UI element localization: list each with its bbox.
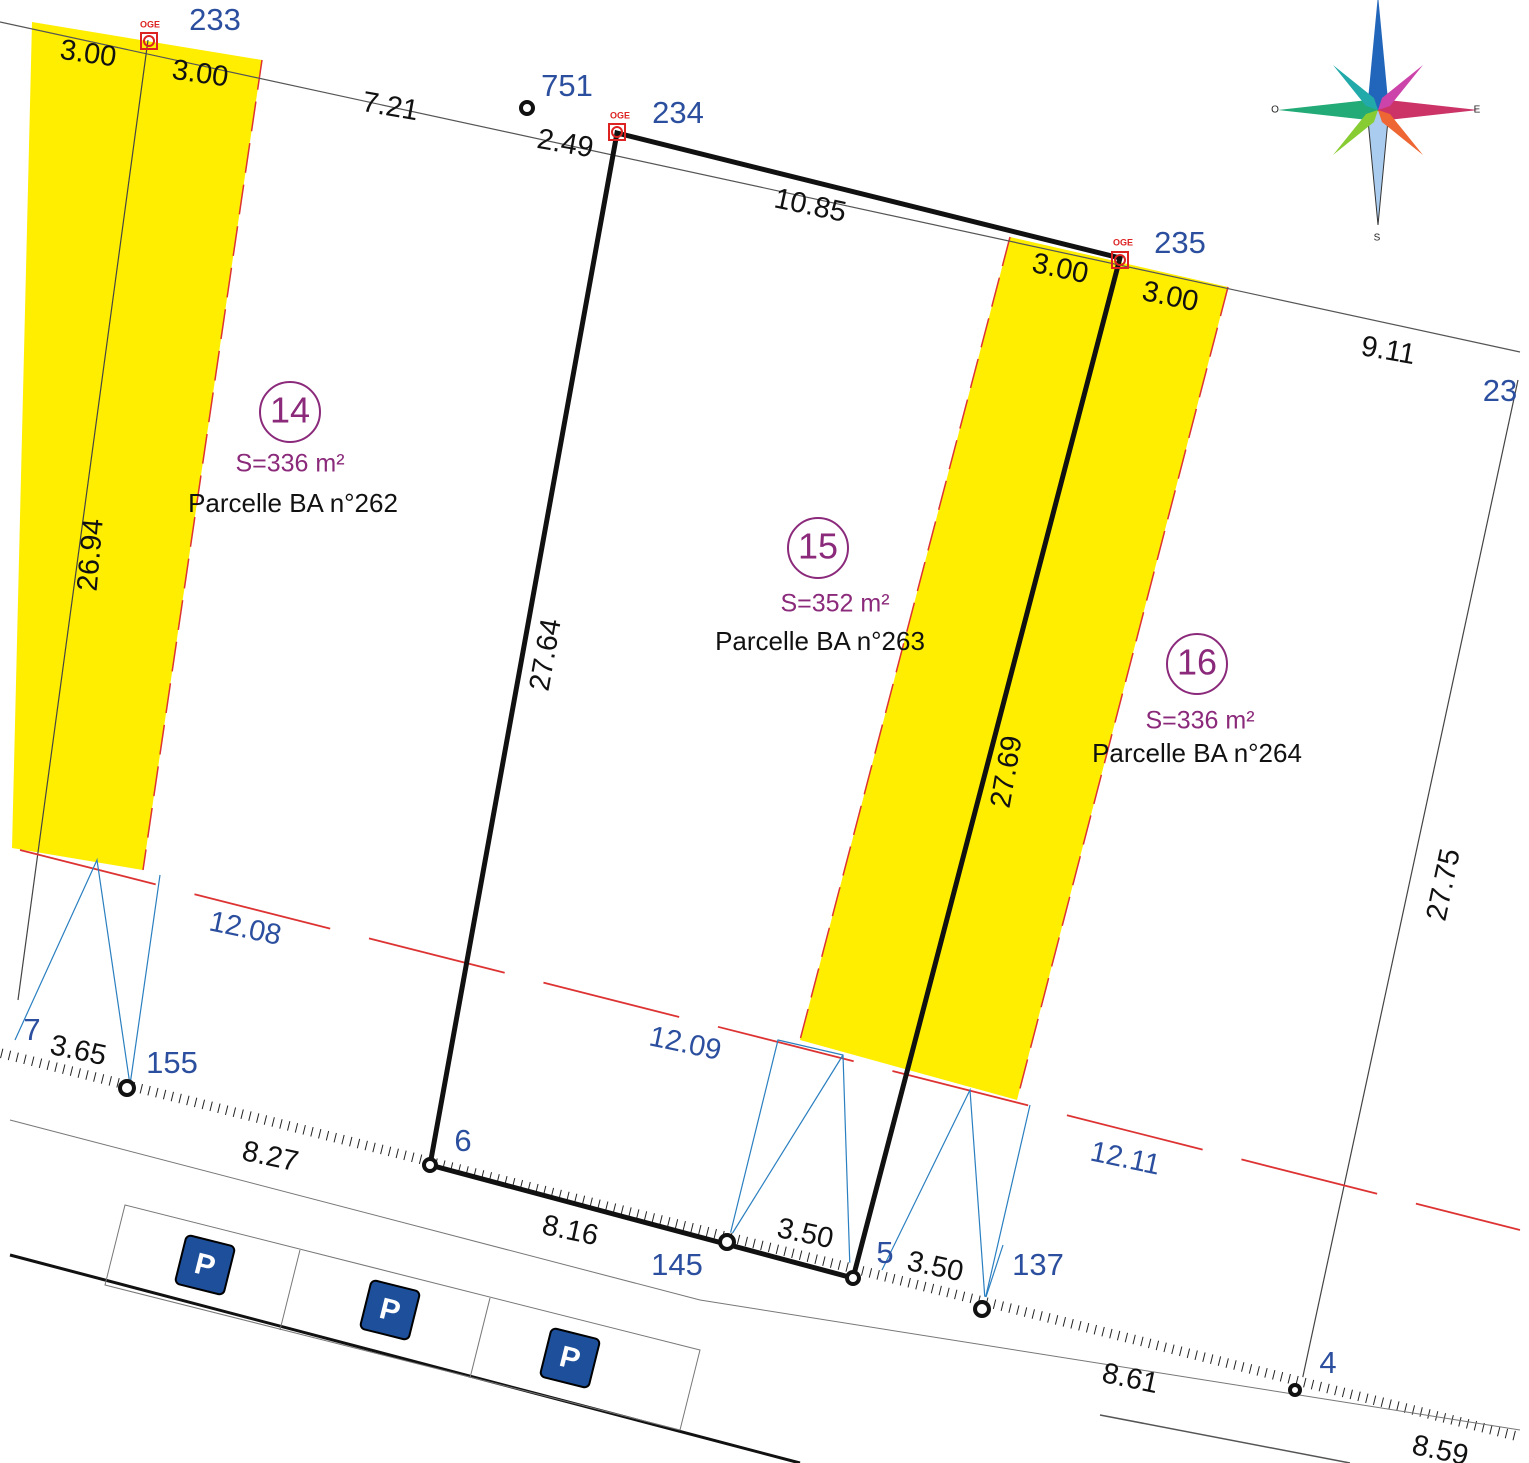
street-edge — [0, 1048, 1520, 1442]
compass-west: O — [1271, 105, 1279, 116]
dimension: 26.94 — [72, 517, 110, 592]
point-label: 137 — [1012, 1247, 1064, 1282]
parcel-name: Parcelle BA n°263 — [715, 626, 925, 656]
compass-south: S — [1374, 233, 1381, 244]
dimension: 3.00 — [170, 54, 230, 94]
point-label: 234 — [652, 95, 704, 130]
dimension: 12.09 — [646, 1020, 724, 1066]
parcel-area: S=336 m² — [235, 450, 344, 478]
compass-rose — [1278, 0, 1478, 226]
point-label: 155 — [146, 1045, 198, 1080]
parking-signs: P P P — [174, 1234, 601, 1389]
rear-boundary — [0, 21, 1521, 353]
dimension: 12.08 — [206, 905, 284, 951]
strip-edge — [142, 59, 263, 871]
compass-east: E — [1474, 105, 1481, 116]
parcel-name: Parcelle BA n°262 — [188, 488, 398, 518]
strip-edge — [799, 236, 1011, 1041]
kerb — [699, 1299, 1521, 1431]
dimension: 2.49 — [535, 123, 596, 164]
point-label: 233 — [189, 2, 241, 37]
survey-points — [118, 100, 1302, 1397]
marker-label: OGE — [610, 110, 630, 120]
parcel-badge — [259, 381, 321, 443]
parking — [104, 1204, 701, 1431]
setback-strip — [12, 22, 262, 870]
point-label: 23 — [1483, 373, 1517, 408]
point-label: 6 — [454, 1123, 471, 1158]
parking — [469, 1297, 491, 1379]
marker-label: OGE — [140, 19, 160, 29]
parcel-number: 14 — [270, 390, 310, 431]
point-label: 7 — [23, 1012, 40, 1047]
parcel-number: 15 — [798, 526, 838, 567]
road-line — [1099, 1414, 1351, 1463]
dimension: 27.75 — [1420, 846, 1466, 924]
dimension: 8.61 — [1099, 1357, 1161, 1400]
point-label: 235 — [1154, 225, 1206, 260]
dimension: 12.11 — [1088, 1136, 1164, 1182]
dimension: 27.64 — [524, 616, 568, 693]
parcel-badge — [787, 517, 849, 579]
parking — [279, 1249, 301, 1331]
dimension: 8.59 — [1409, 1429, 1471, 1463]
dimension: 3.00 — [58, 34, 118, 74]
point-label: 145 — [651, 1247, 703, 1282]
point-label: 4 — [1319, 1345, 1336, 1380]
strip-edge — [1016, 286, 1229, 1101]
building-line — [19, 849, 1521, 1231]
road-line — [9, 1253, 801, 1463]
point-label: 751 — [541, 68, 593, 103]
dimension: 7.21 — [360, 86, 421, 127]
parcel-number: 16 — [1177, 642, 1217, 683]
access-lines — [14, 857, 1031, 1301]
parcel-area: S=352 m² — [780, 590, 889, 618]
kerb — [9, 1119, 701, 1301]
boundary — [17, 39, 149, 1001]
dimension: 8.16 — [539, 1209, 601, 1252]
marker-label: OGE — [1113, 237, 1133, 247]
dimension: 8.27 — [239, 1135, 301, 1178]
parcel-badge — [1166, 633, 1228, 695]
oge-markers — [140, 32, 1129, 269]
boundary — [1299, 379, 1519, 1391]
dimension: 9.11 — [1359, 330, 1418, 371]
parcel-area: S=336 m² — [1145, 707, 1254, 735]
point-label: 5 — [876, 1235, 893, 1270]
parcel-name: Parcelle BA n°264 — [1092, 738, 1302, 768]
